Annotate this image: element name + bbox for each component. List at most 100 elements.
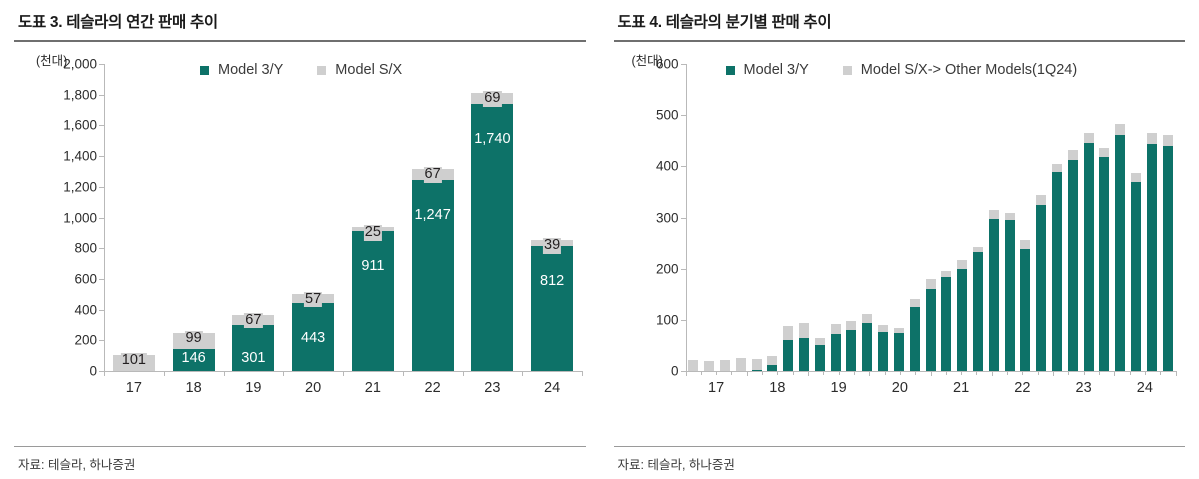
bar-segment-secondary xyxy=(893,327,904,333)
bar-stack xyxy=(1036,194,1047,371)
bar-segment-primary xyxy=(767,364,778,371)
bar-segment-primary xyxy=(172,348,215,371)
x-axis-minor-tick xyxy=(685,371,687,375)
y-axis-tick-label: 200 xyxy=(74,332,97,348)
bar-segment-primary xyxy=(941,277,952,371)
bar-stack xyxy=(957,259,968,371)
y-axis-tick-label: 1,200 xyxy=(63,179,97,195)
y-axis-tick xyxy=(680,371,686,372)
figure-panel-annual: 도표 3. 테슬라의 연간 판매 추이 (천대) Model 3/Y Model… xyxy=(14,14,586,472)
bar-segment-primary xyxy=(1146,144,1157,371)
legend-item-modelsx: Model S/X xyxy=(317,62,402,78)
legend-quarterly: Model 3/Y Model S/X-> Other Models(1Q24) xyxy=(725,62,1078,78)
bar-value-label-primary: 301 xyxy=(241,351,266,366)
legend-annual: Model 3/Y Model S/X xyxy=(200,62,402,78)
bar-segment-secondary xyxy=(751,358,762,370)
bar-segment-primary xyxy=(814,344,825,371)
y-axis-tick xyxy=(680,217,686,219)
title-rule-quarterly xyxy=(613,40,1185,42)
x-axis-minor-tick xyxy=(716,371,718,375)
y-axis-tick-label: 2,000 xyxy=(63,56,97,72)
bar-stack xyxy=(988,210,999,371)
legend-swatch-model3y xyxy=(200,65,209,75)
bar-stack xyxy=(1067,150,1078,371)
bar-stack xyxy=(909,298,920,371)
bar-segment-secondary xyxy=(830,324,841,334)
bar-stack xyxy=(767,355,778,371)
y-axis-line xyxy=(685,64,687,371)
bar-segment-secondary xyxy=(1099,148,1110,157)
bar-segment-secondary xyxy=(1020,240,1031,249)
bar-segment-secondary xyxy=(925,278,936,289)
bar-segment-primary xyxy=(846,330,857,371)
x-axis-minor-tick xyxy=(823,371,825,375)
x-axis-minor-tick xyxy=(961,371,963,375)
bar-segment-secondary xyxy=(972,247,983,252)
bar-segment-secondary xyxy=(957,259,968,269)
legend-label-model3y: Model 3/Y xyxy=(218,62,284,78)
x-axis-minor-tick xyxy=(746,371,748,375)
footer-rule-quarterly xyxy=(613,446,1185,447)
bar-value-label-primary: 146 xyxy=(181,351,206,366)
x-axis-minor-tick xyxy=(1068,371,1070,375)
figure-title-quarterly: 도표 4. 테슬라의 분기별 판매 추이 xyxy=(617,14,832,31)
y-axis-tick xyxy=(99,64,104,65)
bar-segment-secondary xyxy=(767,355,778,365)
x-axis-tick xyxy=(283,371,285,376)
bar-segment-primary xyxy=(988,219,999,371)
x-axis-minor-tick xyxy=(1114,371,1116,375)
title-rule-annual xyxy=(14,40,586,42)
bar-segment-secondary xyxy=(1162,135,1173,146)
figure-footer-quarterly: 자료: 테슬라, 하나증권 xyxy=(613,446,1185,473)
bar-stack xyxy=(783,325,794,371)
bar-value-label-secondary: 101 xyxy=(120,352,147,369)
x-axis-category-label: 21 xyxy=(364,380,381,396)
y-axis-tick xyxy=(99,125,104,127)
bar-segment-primary xyxy=(531,246,574,371)
x-axis-category-label: 20 xyxy=(305,380,322,396)
x-axis-minor-tick xyxy=(777,371,779,375)
bar-stack xyxy=(1162,135,1173,371)
bar-stack xyxy=(1130,173,1141,371)
bar-stack xyxy=(846,321,857,371)
bar-stack xyxy=(799,323,810,371)
y-axis-tick-label: 200 xyxy=(655,261,679,277)
bar-stack xyxy=(972,247,983,371)
y-axis-tick xyxy=(99,309,104,311)
source-note-annual: 자료: 테슬라, 하나증권 xyxy=(18,458,136,472)
x-axis-minor-tick xyxy=(915,371,917,375)
footer-rule-annual xyxy=(14,446,586,447)
y-axis-tick xyxy=(99,371,104,372)
bar-segment-secondary xyxy=(688,359,699,371)
bar-stack xyxy=(814,338,825,371)
bar-value-label-primary: 812 xyxy=(540,274,565,290)
x-axis-tick xyxy=(582,371,583,376)
source-note-quarterly: 자료: 테슬라, 하나증권 xyxy=(617,458,735,472)
x-axis-category-label: 20 xyxy=(891,380,908,396)
bar-segment-secondary xyxy=(1115,123,1126,136)
x-axis-minor-tick xyxy=(1129,371,1131,375)
legend-swatch-modelsx xyxy=(317,65,327,75)
legend-item-model3y-q: Model 3/Y xyxy=(725,62,809,78)
legend-label-othermodels: Model S/X-> Other Models(1Q24) xyxy=(860,62,1078,78)
y-axis-tick-label: 500 xyxy=(655,107,679,123)
x-axis-minor-tick xyxy=(1007,371,1009,375)
legend-item-othermodels: Model S/X-> Other Models(1Q24) xyxy=(842,62,1078,78)
x-axis-minor-tick xyxy=(945,371,947,375)
x-axis-minor-tick xyxy=(1037,371,1039,375)
y-axis-tick-label: 300 xyxy=(655,210,679,225)
y-axis-tick xyxy=(680,166,686,168)
bar-segment-secondary xyxy=(1083,133,1094,143)
bar-stack xyxy=(688,359,699,371)
bar-segment-secondary xyxy=(988,210,999,220)
bar-value-label-secondary: 67 xyxy=(244,311,263,328)
x-axis-category-label: 22 xyxy=(424,380,441,396)
bar-segment-primary xyxy=(783,340,794,371)
y-axis-tick-label: 400 xyxy=(655,158,679,174)
x-axis-tick xyxy=(402,371,404,376)
x-axis-minor-tick xyxy=(899,371,901,375)
bar-segment-primary xyxy=(862,323,873,371)
bar-segment-primary xyxy=(1067,160,1078,371)
x-axis-minor-tick xyxy=(1083,371,1085,375)
